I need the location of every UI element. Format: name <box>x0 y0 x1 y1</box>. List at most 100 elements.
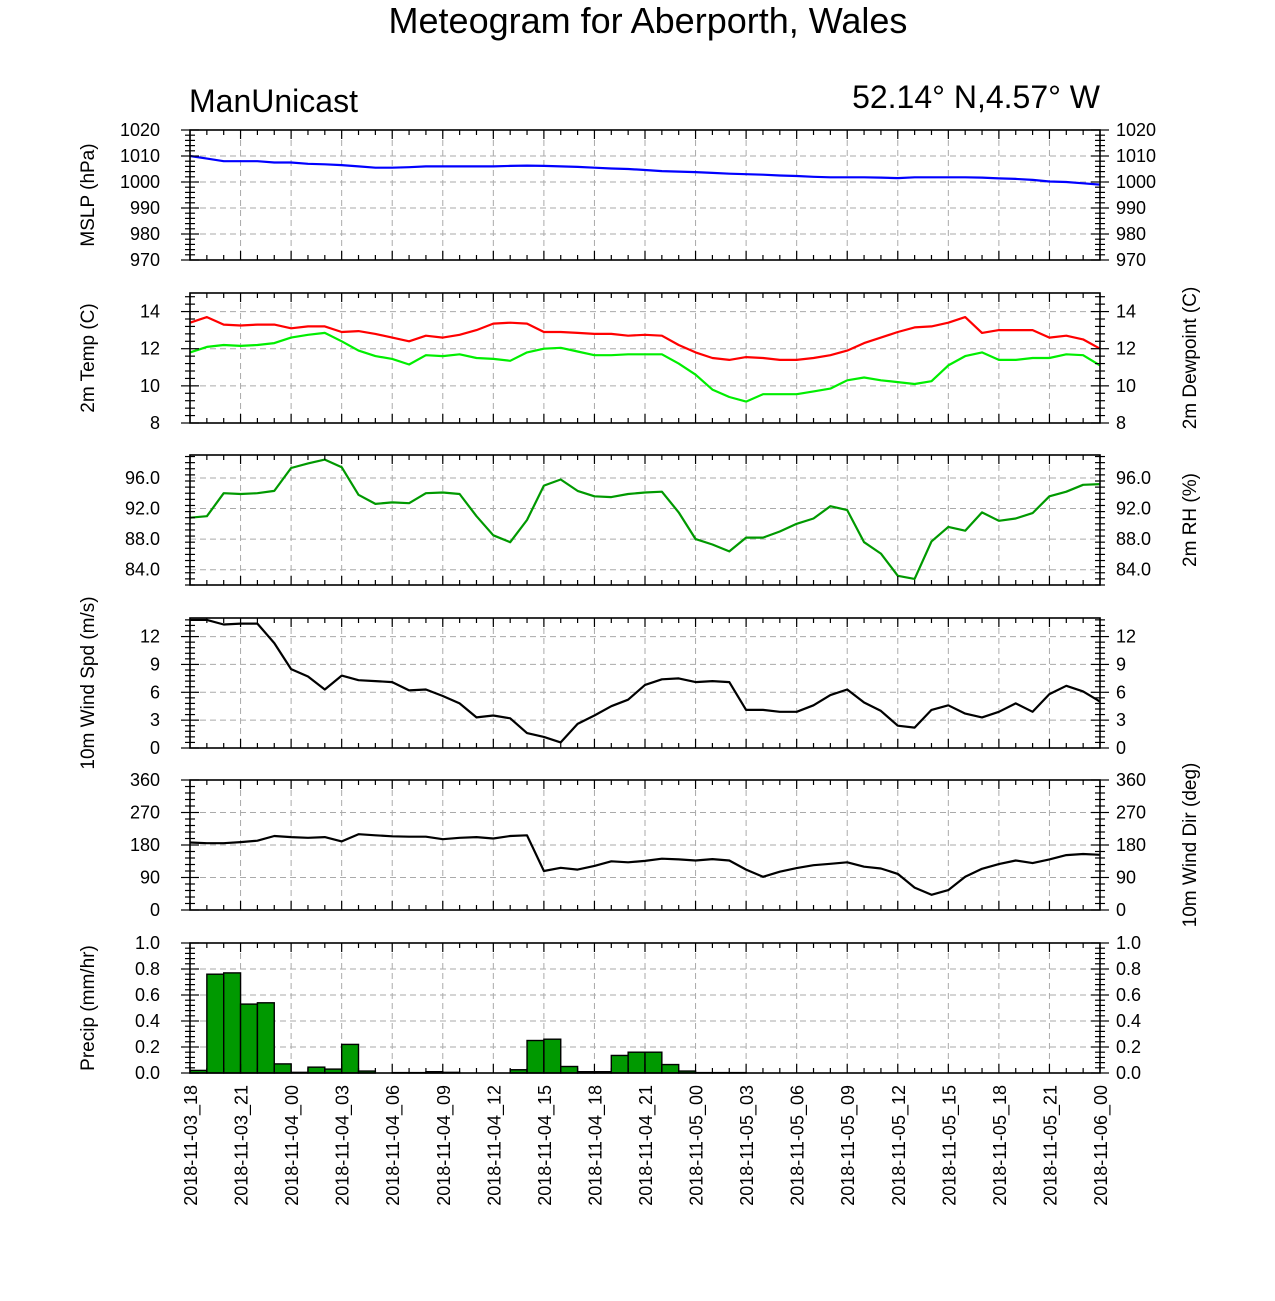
precip-bar <box>661 1063 680 1074</box>
temperature-series-line-0 <box>189 316 1101 361</box>
chart-title: Meteogram for Aberporth, Wales <box>389 0 908 41</box>
wind-speed-ytick-label-left: 9 <box>150 654 160 674</box>
precip-bar <box>273 1063 292 1074</box>
mslp-ytick-label-right: 990 <box>1116 198 1146 218</box>
humidity-series-line-0 <box>189 458 1101 581</box>
time-tick-label: 2018-11-05_21 <box>1040 1085 1061 1206</box>
precip-bar <box>543 1038 562 1074</box>
precip-ylabel-left: Precip (mm/hr) <box>78 945 99 1071</box>
precip-ytick-label-right: 0.4 <box>1116 1011 1141 1031</box>
temperature-ytick-label-right: 14 <box>1116 302 1136 322</box>
wind-direction-ytick-label-left: 0 <box>150 900 160 920</box>
temperature-ytick-label-left: 14 <box>140 302 160 322</box>
wind-speed-ytick-label-right: 0 <box>1116 738 1126 758</box>
wind-speed-ytick-label-left: 6 <box>150 682 160 702</box>
wind-speed-ytick-label-right: 3 <box>1116 710 1126 730</box>
temperature-ytick-label-right: 8 <box>1116 413 1126 433</box>
wind-direction-ytick-label-left: 270 <box>130 803 160 823</box>
wind-speed-panel: 0 0 3 3 6 6 9 9 12 12 10m Wind Spd (m/s) <box>78 596 1136 769</box>
humidity-ytick-label-left: 84.0 <box>125 560 160 580</box>
wind-speed-ylabel-left: 10m Wind Spd (m/s) <box>78 596 99 769</box>
wind-direction-ytick-label-right: 270 <box>1116 803 1146 823</box>
precip-ytick-label-left: 0.2 <box>135 1037 160 1057</box>
wind-direction-ytick-label-left: 90 <box>140 868 160 888</box>
mslp-ytick-label-left: 1020 <box>120 120 160 140</box>
mslp-ytick-label-right: 970 <box>1116 250 1146 270</box>
time-tick-label: 2018-11-04_03 <box>333 1085 354 1206</box>
time-tick-label: 2018-11-04_21 <box>636 1085 657 1206</box>
mslp-ytick-label-right: 1000 <box>1116 172 1156 192</box>
temperature-ylabel-right: 2m Dewpoint (C) <box>1180 287 1201 430</box>
precip-ytick-label-right: 0.2 <box>1116 1037 1141 1057</box>
time-tick-label: 2018-11-06_00 <box>1091 1085 1112 1206</box>
temperature-ytick-label-left: 12 <box>140 339 160 359</box>
time-tick-label: 2018-11-05_09 <box>838 1085 859 1206</box>
wind-direction-series-line-0 <box>189 833 1101 896</box>
mslp-ylabel-left: MSLP (hPa) <box>78 143 99 246</box>
wind-direction-panel: 0 0 90 90 180 180 270 270 360 360 10m Wind Dir (de… <box>130 763 1201 928</box>
precip-bar <box>307 1066 326 1074</box>
wind-speed-ytick-label-left: 0 <box>150 738 160 758</box>
temperature-ytick-label-right: 10 <box>1116 376 1136 396</box>
time-tick-label: 2018-11-04_18 <box>585 1085 606 1206</box>
model-label: ManUnicast <box>189 83 358 119</box>
precip-bar <box>223 972 242 1074</box>
time-tick-label: 2018-11-03_18 <box>181 1085 202 1206</box>
location-label: 52.14° N,4.57° W <box>852 79 1101 115</box>
time-tick-label: 2018-11-04_15 <box>535 1085 556 1206</box>
humidity-ytick-label-left: 88.0 <box>125 529 160 549</box>
precip-ytick-label-left: 1.0 <box>135 933 160 953</box>
mslp-series-line-0 <box>189 154 1101 186</box>
time-tick-label: 2018-11-05_15 <box>939 1085 960 1206</box>
time-tick-label: 2018-11-04_09 <box>434 1085 455 1206</box>
precip-bar <box>610 1054 629 1074</box>
precip-ytick-label-right: 0.8 <box>1116 959 1141 979</box>
mslp-panel: 970 970 980 980 990 990 1000 1000 1010 1010 1020 10… <box>78 120 1156 270</box>
time-tick-label: 2018-11-05_18 <box>990 1085 1011 1206</box>
wind-speed-ytick-label-right: 6 <box>1116 682 1126 702</box>
wind-speed-ytick-label-right: 9 <box>1116 654 1126 674</box>
wind-speed-ytick-label-left: 3 <box>150 710 160 730</box>
precip-ytick-label-right: 0.0 <box>1116 1063 1141 1083</box>
time-tick-label: 2018-11-05_00 <box>687 1085 708 1206</box>
humidity-ytick-label-right: 92.0 <box>1116 499 1151 519</box>
time-tick-label: 2018-11-05_12 <box>889 1085 910 1206</box>
mslp-ytick-label-left: 980 <box>130 224 160 244</box>
temperature-series-line-1 <box>189 331 1101 403</box>
temperature-panel: 8 8 10 10 12 12 14 14 2m Temp (C) 2m Dewpoint (C) <box>78 287 1201 433</box>
precip-bar <box>206 973 225 1074</box>
mslp-ytick-label-left: 1010 <box>120 146 160 166</box>
precip-ytick-label-left: 0.6 <box>135 985 160 1005</box>
precip-ytick-label-left: 0.8 <box>135 959 160 979</box>
wind-direction-ylabel-right: 10m Wind Dir (deg) <box>1180 763 1201 928</box>
precip-bar <box>627 1051 646 1074</box>
mslp-ytick-label-right: 980 <box>1116 224 1146 244</box>
humidity-ytick-label-right: 84.0 <box>1116 560 1151 580</box>
time-tick-label: 2018-11-04_06 <box>383 1085 404 1206</box>
time-tick-label: 2018-11-05_06 <box>788 1085 809 1206</box>
precip-bar <box>526 1039 545 1074</box>
mslp-ytick-label-right: 1010 <box>1116 146 1156 166</box>
time-tick-label: 2018-11-04_12 <box>484 1085 505 1206</box>
temperature-ytick-label-right: 12 <box>1116 339 1136 359</box>
wind-speed-series-line-0 <box>190 618 1101 744</box>
precip-bar <box>256 1002 275 1074</box>
precip-ytick-label-left: 0.4 <box>135 1011 160 1031</box>
temperature-ylabel-left: 2m Temp (C) <box>78 303 99 412</box>
time-axis: 2018-11-03_18 2018-11-03_21 2018-11-04_00 2… <box>181 1085 1112 1206</box>
humidity-ytick-label-left: 92.0 <box>125 499 160 519</box>
humidity-ytick-label-right: 88.0 <box>1116 529 1151 549</box>
wind-direction-ytick-label-right: 180 <box>1116 835 1146 855</box>
precip-bar <box>239 1003 259 1074</box>
time-tick-label: 2018-11-04_00 <box>282 1085 303 1206</box>
humidity-ytick-label-right: 96.0 <box>1116 468 1151 488</box>
time-tick-label: 2018-11-05_03 <box>737 1085 758 1206</box>
wind-speed-ytick-label-left: 12 <box>140 627 160 647</box>
precip-ytick-label-right: 0.6 <box>1116 985 1141 1005</box>
precip-bar <box>560 1065 579 1074</box>
precip-panel: 0.0 0.0 0.2 0.2 0.4 0.4 0.6 0.6 0.8 0.8 1.0 1.0 Prec… <box>78 933 1141 1083</box>
humidity-ytick-label-left: 96.0 <box>125 468 160 488</box>
wind-direction-ytick-label-right: 90 <box>1116 868 1136 888</box>
